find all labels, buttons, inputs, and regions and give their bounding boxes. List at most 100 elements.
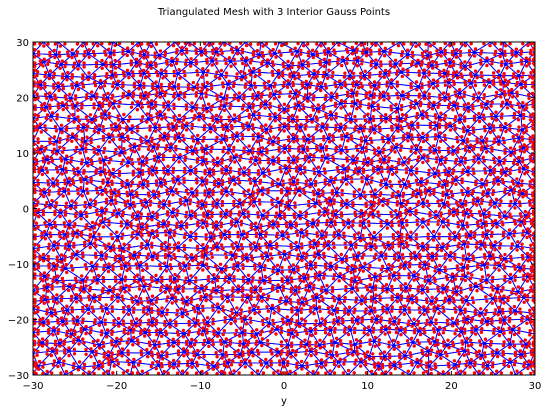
gauss-point <box>163 240 167 245</box>
mesh-triangle <box>337 222 362 239</box>
gauss-point <box>314 319 318 323</box>
mesh-node <box>508 360 513 364</box>
gauss-point <box>522 273 526 277</box>
gauss-point <box>214 351 218 355</box>
mesh-node <box>335 319 340 324</box>
gauss-point <box>150 294 155 298</box>
gauss-point <box>431 238 436 242</box>
gauss-point <box>75 315 80 319</box>
gauss-point <box>215 355 219 359</box>
mesh-node <box>500 51 505 56</box>
gauss-point <box>532 328 535 332</box>
gauss-point <box>149 307 154 311</box>
gauss-point <box>99 333 104 337</box>
mesh-triangle <box>138 42 152 56</box>
gauss-point <box>473 360 477 364</box>
gauss-point <box>419 363 423 367</box>
gauss-point <box>130 371 135 375</box>
gauss-point <box>396 258 401 262</box>
gauss-point <box>394 326 399 331</box>
gauss-point <box>154 300 158 304</box>
gauss-point <box>412 344 416 348</box>
gauss-point <box>142 279 146 283</box>
mesh-node <box>466 105 470 110</box>
gauss-point <box>207 344 211 349</box>
gauss-point <box>211 367 215 371</box>
mesh-node <box>109 51 113 55</box>
gauss-point <box>480 225 484 230</box>
mesh-node <box>433 148 438 152</box>
mesh-node <box>126 182 130 186</box>
mesh-node <box>282 252 287 257</box>
gauss-point <box>528 317 533 321</box>
mesh-node <box>307 284 312 289</box>
gauss-point <box>285 346 289 350</box>
mesh-node <box>473 73 478 77</box>
gauss-point <box>160 285 164 289</box>
gauss-point <box>352 233 357 237</box>
mesh-triangle <box>526 220 535 238</box>
mesh-triangle <box>427 354 457 367</box>
gauss-point <box>389 267 394 271</box>
gauss-point <box>525 279 530 283</box>
gauss-point <box>127 362 131 367</box>
gauss-point <box>443 256 447 260</box>
gauss-point <box>326 247 331 251</box>
gauss-point <box>522 300 526 304</box>
gauss-point <box>207 337 211 341</box>
gauss-point <box>177 262 182 266</box>
gauss-point <box>160 242 164 247</box>
gauss-point <box>196 248 200 252</box>
gauss-point <box>434 297 439 301</box>
gauss-point <box>409 360 413 364</box>
mesh-node <box>44 157 49 162</box>
gauss-point <box>55 255 59 259</box>
gauss-point <box>484 281 489 285</box>
gauss-point <box>138 323 142 327</box>
gauss-point <box>426 262 431 266</box>
gauss-point <box>358 238 363 243</box>
gauss-point <box>409 230 413 234</box>
mesh-node <box>202 328 206 333</box>
gauss-point <box>322 255 326 259</box>
gauss-point <box>476 224 480 228</box>
gauss-point <box>118 273 122 277</box>
gauss-point <box>344 288 348 293</box>
gauss-point <box>55 263 59 267</box>
gauss-point <box>233 354 238 358</box>
gauss-point <box>110 294 115 298</box>
gauss-point <box>195 360 199 364</box>
mesh-triangle <box>235 135 260 152</box>
gauss-point <box>522 267 526 272</box>
gauss-point <box>528 320 533 324</box>
gauss-point <box>173 288 177 293</box>
mesh-node <box>317 170 321 174</box>
mesh-node <box>104 306 109 311</box>
gauss-point <box>233 319 238 323</box>
mesh-node <box>476 199 480 203</box>
mesh-triangle <box>157 156 181 172</box>
gauss-point <box>206 266 210 270</box>
gauss-point <box>183 232 187 236</box>
gauss-point <box>356 315 360 319</box>
gauss-point <box>181 286 186 290</box>
mesh-node <box>439 50 444 54</box>
gauss-point <box>127 326 132 330</box>
gauss-point <box>59 316 64 320</box>
gauss-point <box>299 344 303 348</box>
gauss-point <box>509 254 513 259</box>
gauss-point <box>405 233 409 237</box>
gauss-point <box>381 309 385 313</box>
mesh-triangle <box>171 297 187 315</box>
mesh-node <box>89 241 93 246</box>
gauss-point <box>272 311 276 315</box>
gauss-point <box>254 234 259 239</box>
gauss-point <box>145 371 149 375</box>
mesh-node <box>314 306 319 311</box>
mesh-triangle <box>299 156 320 173</box>
gauss-point <box>169 266 173 271</box>
gauss-point <box>140 369 144 373</box>
gauss-point <box>387 262 391 267</box>
mesh-node <box>101 62 105 67</box>
gauss-point <box>215 278 220 283</box>
